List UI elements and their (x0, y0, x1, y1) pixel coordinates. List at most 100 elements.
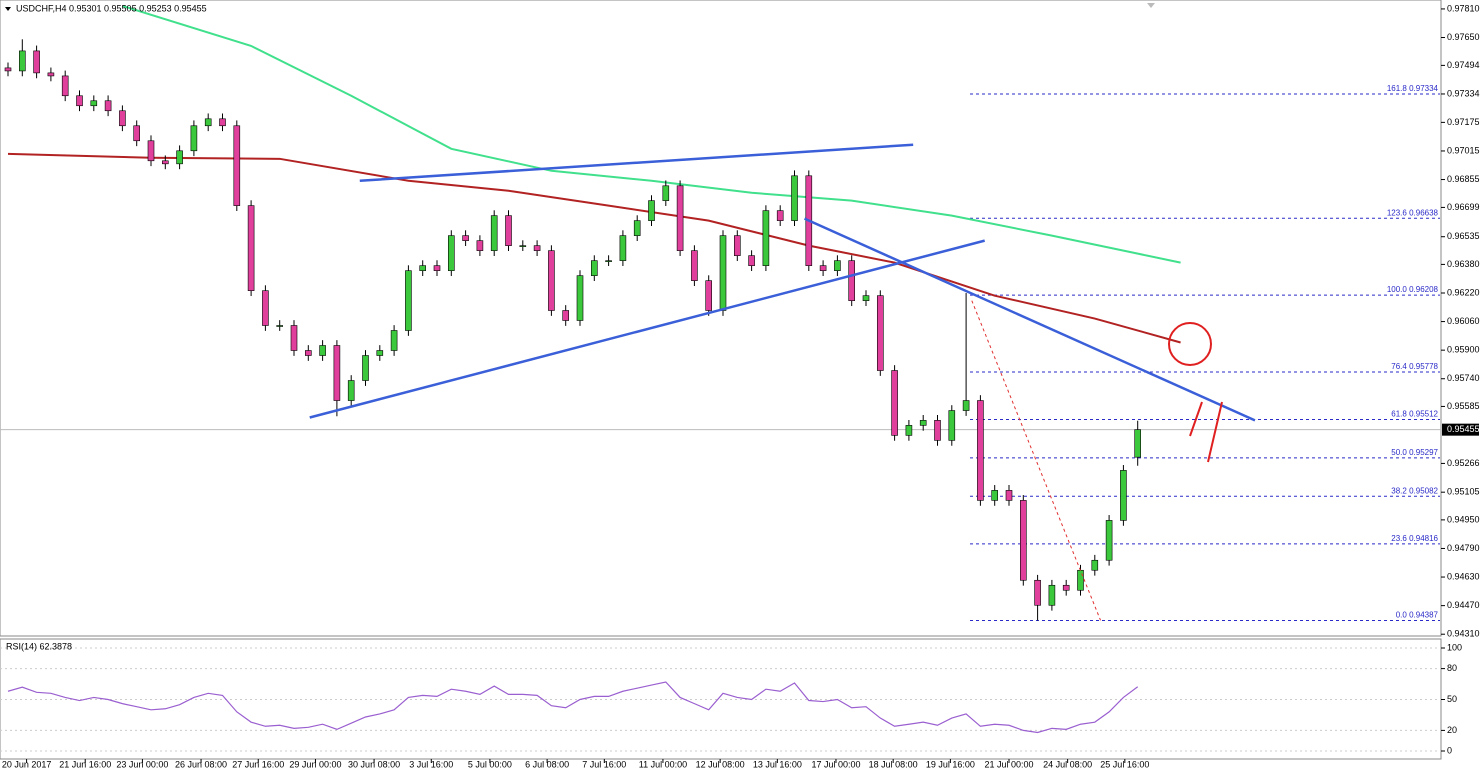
fib-label: 100.0 0.96208 (1387, 285, 1439, 294)
candle-body (190, 125, 198, 152)
candle-body (247, 205, 255, 291)
candle-body (576, 275, 584, 321)
header-arrow (5, 7, 11, 11)
x-tick-label: 18 Jul 08:00 (869, 759, 918, 769)
y-tick-label: 100 (1447, 642, 1462, 652)
trendline (803, 217, 1256, 422)
fib-label: 123.6 0.96638 (1387, 208, 1439, 217)
candle-body (147, 140, 155, 162)
y-tick-label: 0.96060 (1447, 316, 1480, 326)
candle-body (1120, 470, 1127, 521)
candle-body (333, 345, 341, 401)
candle-body (90, 100, 98, 107)
x-tick-label: 23 Jun 00:00 (116, 759, 168, 769)
y-tick-label: 0.95105 (1447, 487, 1480, 497)
x-tick-label: 11 Jul 00:00 (639, 759, 687, 769)
candle-body (176, 150, 183, 165)
candle-body (1134, 429, 1141, 458)
candle-body (119, 110, 126, 127)
candle-body (33, 50, 40, 74)
candle-body (233, 125, 241, 206)
x-tick-label: 27 Jun 16:00 (232, 759, 284, 769)
candle-body (505, 215, 512, 246)
candle-body (891, 370, 898, 436)
candle-body (362, 355, 369, 381)
x-tick-label: 3 Jul 16:00 (409, 759, 453, 769)
fib-label: 23.6 0.94816 (1391, 534, 1438, 543)
y-tick-label: 0.97015 (1447, 145, 1480, 155)
x-tick-label: 13 Jul 16:00 (753, 759, 802, 769)
candle-body (76, 95, 83, 107)
candle-body (262, 290, 269, 326)
candle-body (462, 235, 469, 241)
candle-body (419, 265, 427, 271)
y-tick-label: 50 (1447, 694, 1457, 704)
candle-body (519, 245, 527, 247)
arrow-stroke (1189, 401, 1203, 437)
y-tick-label: 20 (1447, 725, 1457, 735)
fib-label: 76.4 0.95778 (1391, 362, 1438, 371)
y-tick-label: 0.96855 (1447, 174, 1480, 184)
candle-body (762, 210, 770, 266)
x-tick-label: 30 Jun 08:00 (348, 759, 400, 769)
x-tick-label: 21 Jun 16:00 (59, 759, 111, 769)
y-tick-label: 0.94310 (1447, 629, 1480, 639)
fib-label: 0.0 0.94387 (1396, 611, 1439, 620)
candle-body (748, 255, 755, 266)
candle-body (791, 175, 798, 221)
candle-body (948, 410, 956, 441)
candle-body (433, 265, 441, 271)
candle-body (204, 118, 212, 127)
y-tick-label: 0.95266 (1447, 458, 1480, 468)
candle-body (276, 325, 284, 327)
x-tick-label: 12 Jul 08:00 (696, 759, 745, 769)
candle-body (691, 250, 698, 281)
y-tick-label: 0.96380 (1447, 259, 1480, 269)
candle-body (1019, 500, 1027, 581)
y-tick-label: 0.94630 (1447, 571, 1480, 581)
trendline (359, 143, 914, 183)
x-tick-label: 7 Jul 16:00 (582, 759, 626, 769)
y-tick-label: 0.96699 (1447, 202, 1480, 212)
y-tick-label: 0.95740 (1447, 373, 1480, 383)
candle-body (991, 490, 999, 501)
x-tick-label: 5 Jul 00:00 (468, 759, 512, 769)
x-tick-label: 26 Jun 08:00 (175, 759, 227, 769)
candle-body (1048, 584, 1056, 606)
y-tick-label: 0.95900 (1447, 345, 1480, 355)
fib-label: 50.0 0.95297 (1391, 448, 1438, 457)
candle-body (1091, 559, 1099, 571)
y-tick-label: 0.96220 (1447, 287, 1480, 297)
candle-body (834, 260, 841, 271)
candle-body (1077, 569, 1084, 591)
candle-body (304, 350, 312, 356)
candle-body (605, 260, 612, 262)
candle-body (719, 235, 727, 311)
candle-body (862, 295, 870, 301)
arrow-stroke (1207, 401, 1223, 463)
candle-body (490, 215, 498, 251)
candle-body (104, 100, 112, 112)
y-tick-label: 0.97334 (1447, 88, 1480, 98)
chart-header: USDCHF,H4 0.95301 0.95505 0.95253 0.9545… (16, 3, 207, 13)
candle-body (1105, 520, 1113, 561)
candle-body (776, 210, 784, 221)
candle-body (648, 200, 655, 221)
candle-body (876, 295, 884, 371)
candle-body (390, 330, 398, 351)
candle-body (562, 310, 570, 321)
trendline (309, 239, 986, 419)
candle-body (476, 240, 484, 251)
y-tick-label: 0.97650 (1447, 32, 1480, 42)
fib-label: 38.2 0.95082 (1391, 486, 1438, 495)
candle-body (848, 260, 856, 301)
candle-body (347, 380, 355, 401)
candle-body (447, 235, 455, 271)
candle-body (819, 265, 827, 271)
y-tick-label: 0.94790 (1447, 543, 1480, 553)
candle-body (905, 425, 913, 436)
y-tick-label: 0.95585 (1447, 401, 1480, 411)
candle-body (162, 160, 169, 165)
candle-body (934, 420, 941, 441)
rsi-line (7, 681, 1139, 734)
